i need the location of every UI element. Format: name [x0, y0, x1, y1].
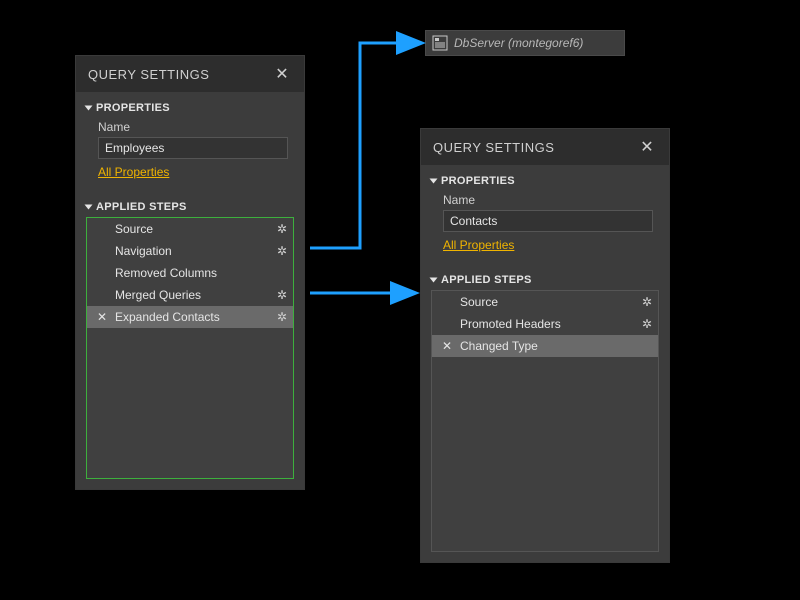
properties-header[interactable]: PROPERTIES	[431, 171, 659, 191]
step-row[interactable]: ✕Expanded Contacts✲	[87, 306, 293, 328]
name-label: Name	[431, 191, 659, 210]
gear-icon[interactable]: ✲	[642, 295, 652, 309]
caret-down-icon	[85, 106, 93, 111]
delete-step-icon[interactable]: ✕	[95, 310, 109, 324]
step-row[interactable]: Promoted Headers✲	[432, 313, 658, 335]
step-row[interactable]: Source✲	[432, 291, 658, 313]
caret-down-icon	[430, 179, 438, 184]
step-row[interactable]: Merged Queries✲	[87, 284, 293, 306]
properties-header[interactable]: PROPERTIES	[86, 98, 294, 118]
properties-section: PROPERTIES Name All Properties	[76, 92, 304, 191]
step-label: Source	[454, 295, 642, 309]
applied-steps-list[interactable]: Source✲Promoted Headers✲✕Changed Type	[431, 290, 659, 552]
panel-header: QUERY SETTINGS ✕	[76, 56, 304, 92]
step-row[interactable]: Removed Columns	[87, 262, 293, 284]
applied-steps-header[interactable]: APPLIED STEPS	[86, 197, 294, 217]
all-properties-link[interactable]: All Properties	[431, 232, 514, 254]
applied-steps-list[interactable]: Source✲Navigation✲Removed ColumnsMerged …	[86, 217, 294, 479]
caret-down-icon	[85, 205, 93, 210]
step-row[interactable]: ✕Changed Type	[432, 335, 658, 357]
step-label: Expanded Contacts	[109, 310, 277, 324]
name-input[interactable]	[443, 210, 653, 232]
db-server-node[interactable]: DbServer (montegoref6)	[425, 30, 625, 56]
panel-title: QUERY SETTINGS	[88, 67, 209, 82]
applied-steps-section: APPLIED STEPS Source✲Navigation✲Removed …	[76, 191, 304, 489]
query-settings-panel-left: QUERY SETTINGS ✕ PROPERTIES Name All Pro…	[75, 55, 305, 490]
gear-icon[interactable]: ✲	[277, 288, 287, 302]
applied-steps-header-label: APPLIED STEPS	[441, 274, 532, 286]
applied-steps-header-label: APPLIED STEPS	[96, 201, 187, 213]
step-row[interactable]: Source✲	[87, 218, 293, 240]
close-icon[interactable]: ✕	[272, 64, 292, 84]
step-row[interactable]: Navigation✲	[87, 240, 293, 262]
step-label: Navigation	[109, 244, 277, 258]
delete-step-icon[interactable]: ✕	[440, 339, 454, 353]
db-server-label: DbServer (montegoref6)	[454, 36, 583, 50]
panel-header: QUERY SETTINGS ✕	[421, 129, 669, 165]
step-label: Promoted Headers	[454, 317, 642, 331]
gear-icon[interactable]: ✲	[277, 244, 287, 258]
caret-down-icon	[430, 278, 438, 283]
properties-section: PROPERTIES Name All Properties	[421, 165, 669, 264]
gear-icon[interactable]: ✲	[277, 310, 287, 324]
step-label: Source	[109, 222, 277, 236]
step-label: Merged Queries	[109, 288, 277, 302]
properties-header-label: PROPERTIES	[96, 102, 170, 114]
name-label: Name	[86, 118, 294, 137]
database-icon	[432, 35, 448, 51]
query-settings-panel-right: QUERY SETTINGS ✕ PROPERTIES Name All Pro…	[420, 128, 670, 563]
all-properties-link[interactable]: All Properties	[86, 159, 169, 181]
gear-icon[interactable]: ✲	[642, 317, 652, 331]
applied-steps-section: APPLIED STEPS Source✲Promoted Headers✲✕C…	[421, 264, 669, 562]
step-label: Removed Columns	[109, 266, 287, 280]
panel-title: QUERY SETTINGS	[433, 140, 554, 155]
applied-steps-header[interactable]: APPLIED STEPS	[431, 270, 659, 290]
close-icon[interactable]: ✕	[637, 137, 657, 157]
gear-icon[interactable]: ✲	[277, 222, 287, 236]
name-input[interactable]	[98, 137, 288, 159]
properties-header-label: PROPERTIES	[441, 175, 515, 187]
step-label: Changed Type	[454, 339, 652, 353]
